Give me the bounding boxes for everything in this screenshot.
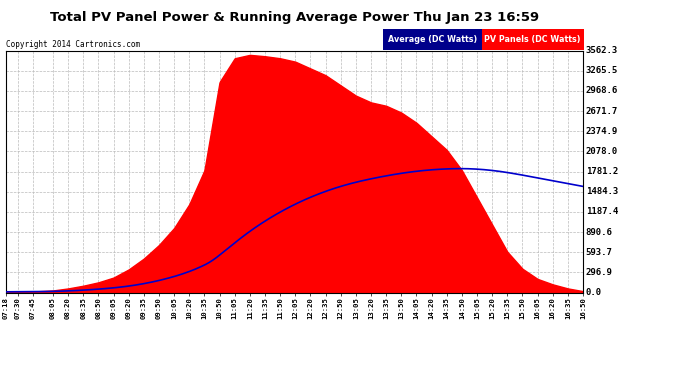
Text: 1484.3: 1484.3 xyxy=(586,187,618,196)
Text: 2968.6: 2968.6 xyxy=(586,86,618,95)
Text: 2374.9: 2374.9 xyxy=(586,127,618,136)
Text: 2671.7: 2671.7 xyxy=(586,106,618,116)
Text: PV Panels (DC Watts): PV Panels (DC Watts) xyxy=(484,35,581,44)
Text: 1781.2: 1781.2 xyxy=(586,167,618,176)
Text: Copyright 2014 Cartronics.com: Copyright 2014 Cartronics.com xyxy=(6,40,139,49)
Text: Total PV Panel Power & Running Average Power Thu Jan 23 16:59: Total PV Panel Power & Running Average P… xyxy=(50,11,539,24)
Text: 3562.3: 3562.3 xyxy=(586,46,618,55)
Text: 890.6: 890.6 xyxy=(586,228,613,237)
Text: 593.7: 593.7 xyxy=(586,248,613,257)
Text: Average (DC Watts): Average (DC Watts) xyxy=(388,35,477,44)
Text: 296.9: 296.9 xyxy=(586,268,613,277)
Text: 2078.0: 2078.0 xyxy=(586,147,618,156)
Text: 1187.4: 1187.4 xyxy=(586,207,618,216)
Text: 0.0: 0.0 xyxy=(586,288,602,297)
Text: 3265.5: 3265.5 xyxy=(586,66,618,75)
